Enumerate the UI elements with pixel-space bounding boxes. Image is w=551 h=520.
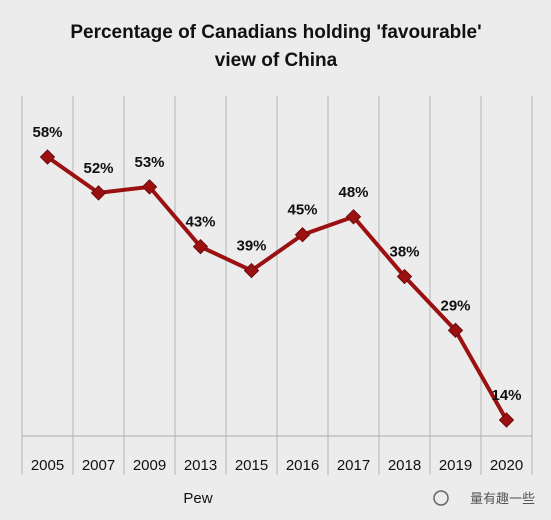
x-tick-labels: 2005 2007 2009 2013 2015 2016 2017 2018 2019 2020: [31, 457, 523, 474]
data-point-marker: [447, 322, 464, 339]
data-label: 58%: [32, 124, 62, 141]
data-point-marker: [243, 262, 260, 279]
x-tick-label: 2015: [235, 457, 268, 474]
x-tick-label: 2020: [490, 457, 523, 474]
series-line: [39, 149, 515, 428]
source-label: Pew: [183, 490, 212, 507]
data-label: 52%: [83, 160, 113, 177]
series-line-path: [46, 155, 509, 421]
data-label: 14%: [491, 387, 521, 404]
data-point-marker: [141, 179, 158, 195]
data-point-marker: [498, 412, 515, 428]
data-point-marker: [294, 226, 311, 243]
data-point-marker: [39, 149, 56, 165]
data-point-marker: [90, 185, 107, 201]
data-point-marker: [396, 268, 413, 285]
watermark: 量有趣一些: [433, 490, 535, 506]
chart-title-line-1: Percentage of Canadians holding 'favoura…: [70, 22, 481, 43]
data-labels: 58% 52% 53% 43% 39% 45% 48% 38% 29% 14%: [32, 124, 521, 404]
data-label: 39%: [236, 238, 266, 255]
x-tick-label: 2009: [133, 457, 166, 474]
x-tick-label: 2019: [439, 457, 472, 474]
data-point-marker: [192, 238, 209, 255]
x-tick-label: 2007: [82, 457, 115, 474]
data-label: 53%: [134, 154, 164, 171]
data-label: 43%: [185, 214, 215, 231]
wechat-icon: [433, 490, 449, 506]
gridlines: [21, 96, 533, 475]
data-label: 45%: [287, 202, 317, 219]
data-label: 38%: [389, 244, 419, 261]
x-tick-label: 2017: [337, 457, 370, 474]
x-tick-label: 2018: [388, 457, 421, 474]
x-tick-label: 2005: [31, 457, 64, 474]
chart-title-line-2: view of China: [215, 50, 338, 71]
x-tick-label: 2013: [184, 457, 217, 474]
data-label: 48%: [338, 184, 368, 201]
data-point-marker: [345, 209, 362, 225]
x-tick-label: 2016: [286, 457, 319, 474]
data-label: 29%: [440, 297, 470, 314]
watermark-text: 量有趣一些: [470, 491, 535, 506]
